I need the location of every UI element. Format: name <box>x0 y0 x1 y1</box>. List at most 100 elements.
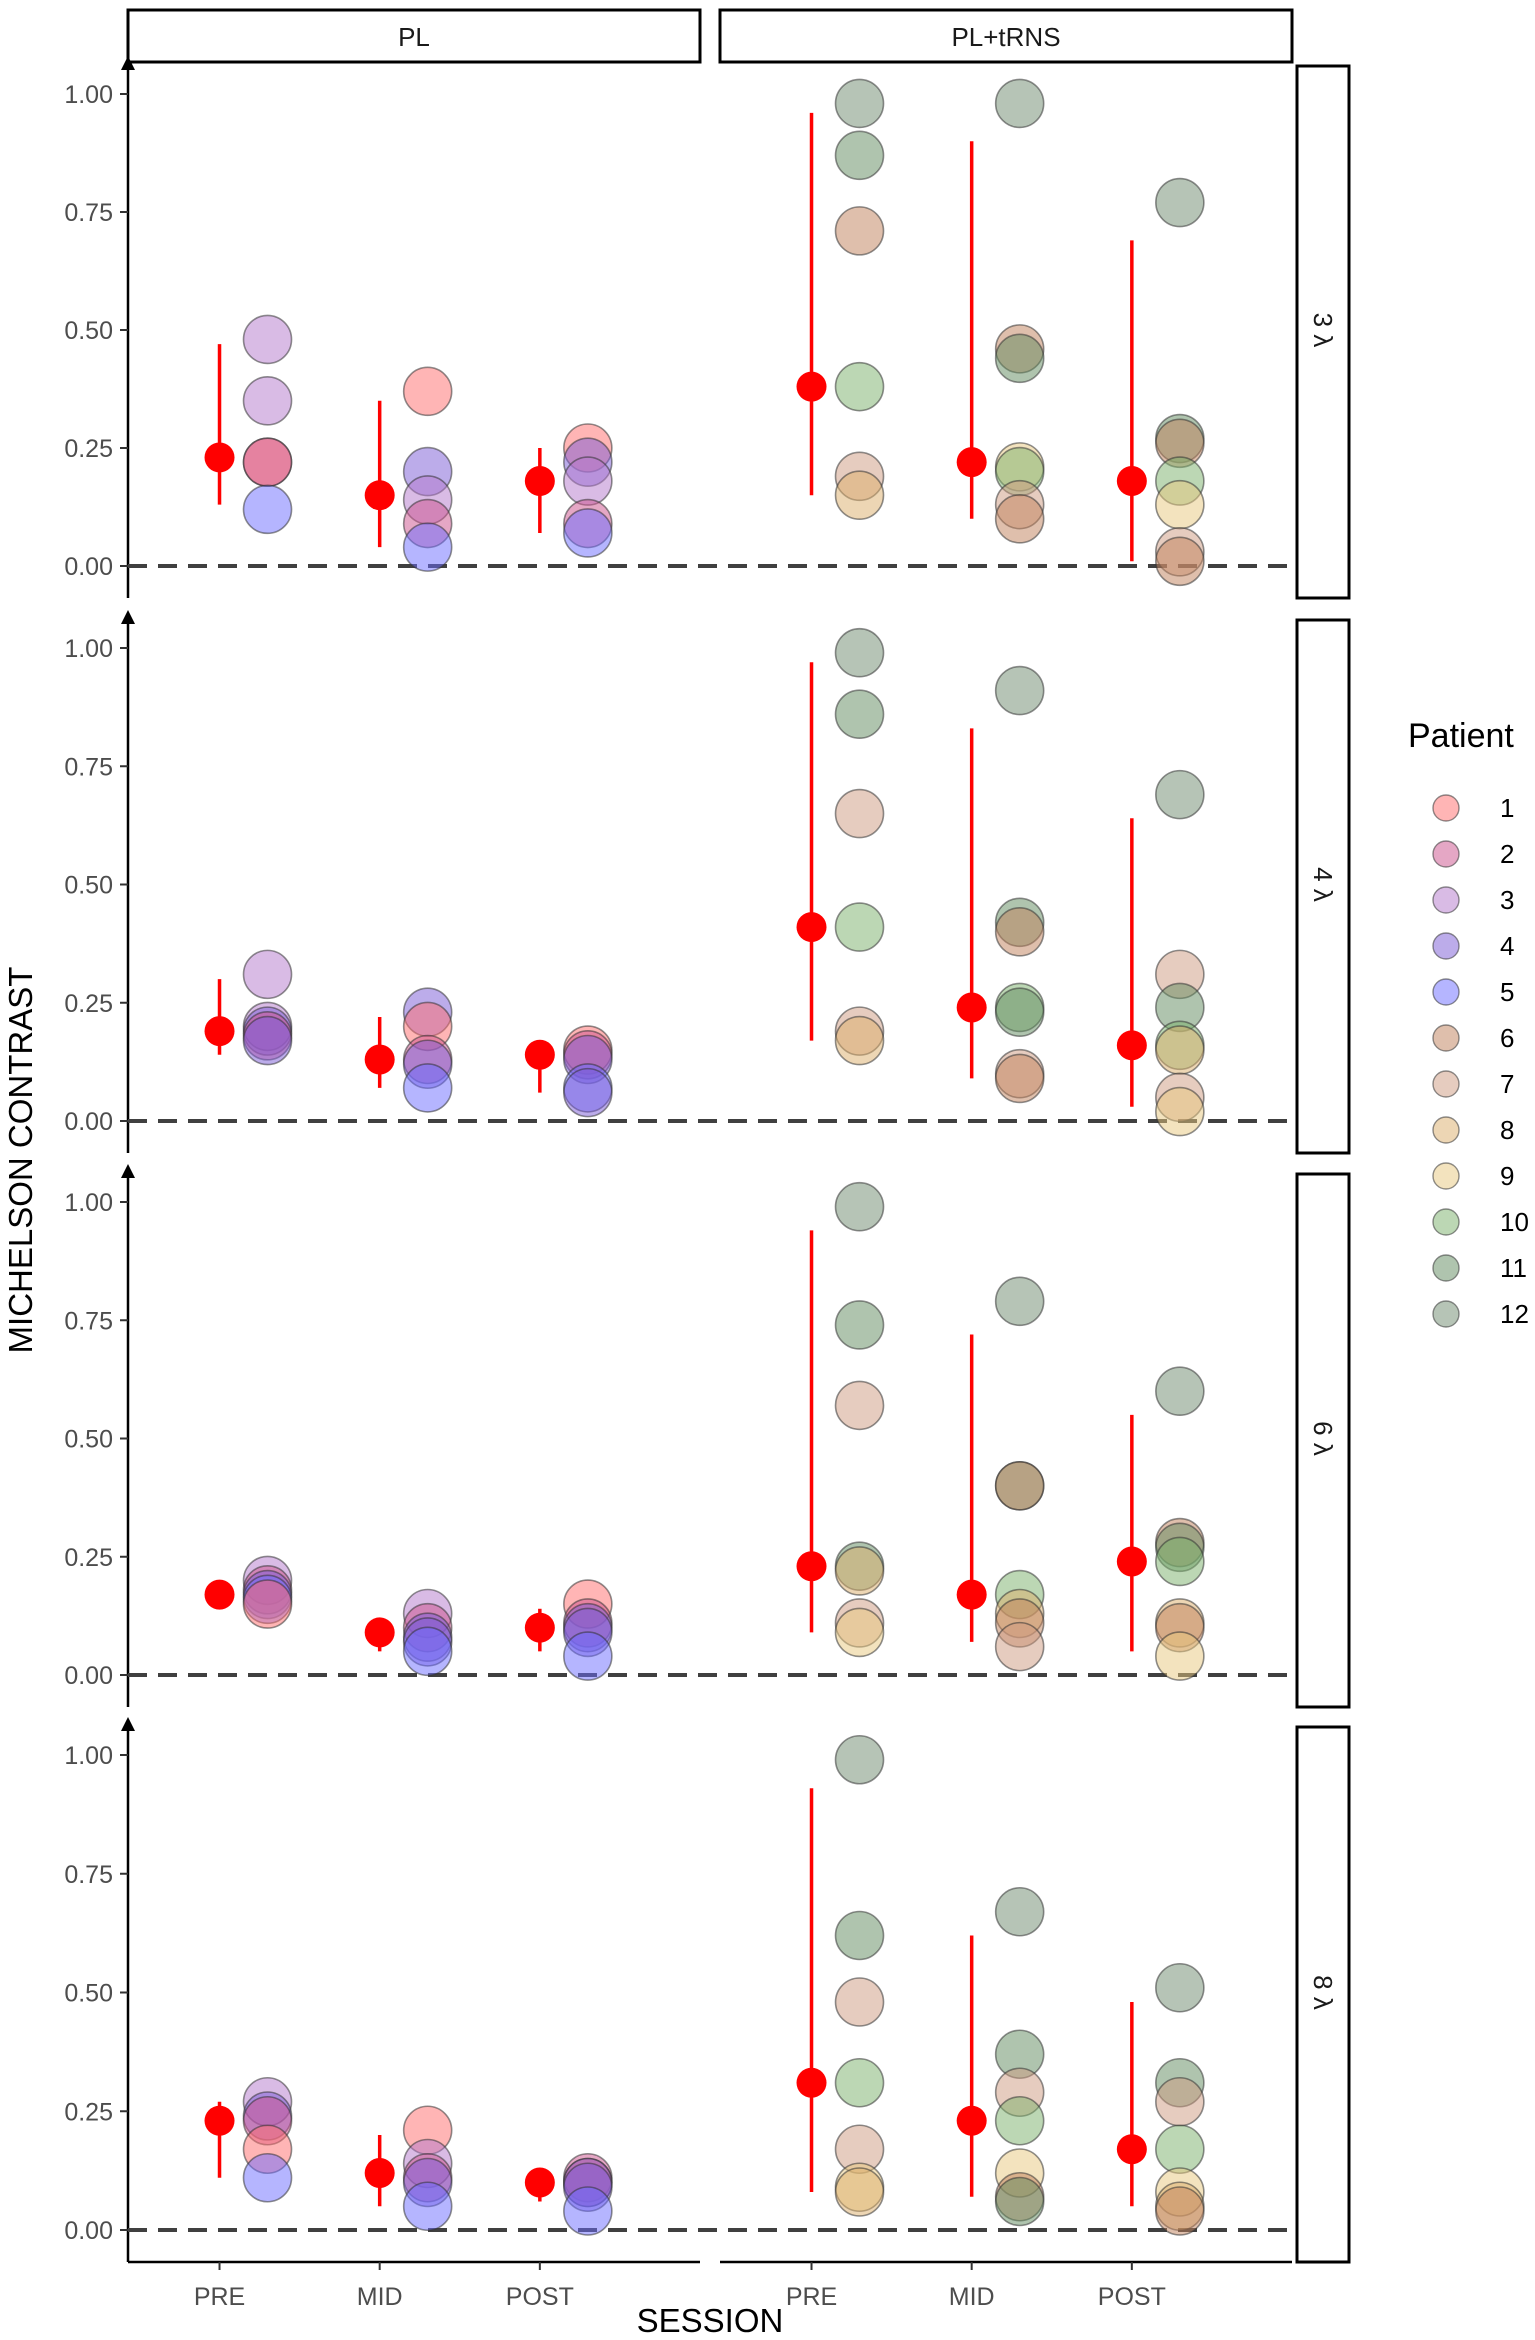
column-strip-label: PL+tRNS <box>951 22 1060 52</box>
legend-swatch <box>1432 840 1460 868</box>
summary-mean-point <box>1116 2134 1147 2165</box>
patient-point <box>1155 1086 1205 1137</box>
patient-point <box>242 375 293 426</box>
patient-point <box>242 949 293 1000</box>
patient-point <box>834 78 885 129</box>
legend-swatch <box>1432 932 1460 960</box>
legend-swatch <box>1432 1208 1460 1236</box>
y-tick-label: 0.00 <box>64 553 113 581</box>
patient-point <box>1155 1962 1205 2013</box>
y-axis-arrow <box>121 1717 135 1731</box>
patient-point <box>563 1067 613 1118</box>
patient-point <box>834 1181 885 1232</box>
legend-title: Patient <box>1408 717 1514 755</box>
y-tick-label: 0.25 <box>64 1544 113 1572</box>
summary-mean-point <box>364 1044 395 1075</box>
patient-point <box>834 130 885 181</box>
patient-point <box>834 1734 885 1785</box>
y-tick-label: 0.00 <box>64 1108 113 1136</box>
legend-swatch <box>1432 1162 1460 1190</box>
y-tick-label: 0.00 <box>64 2217 113 2245</box>
legend-label: 11 <box>1500 1253 1527 1283</box>
summary-mean-point <box>524 2167 555 2198</box>
patient-point <box>1155 1536 1205 1587</box>
y-tick-label: 1.00 <box>64 1189 113 1217</box>
patient-point <box>242 314 293 365</box>
patient-point <box>834 1015 885 1066</box>
patient-point <box>994 987 1045 1038</box>
legend-label: 3 <box>1500 885 1514 915</box>
summary-mean-point <box>796 2067 827 2098</box>
summary-mean-point <box>796 1551 827 1582</box>
patient-point <box>834 361 885 412</box>
patient-point <box>994 1276 1045 1327</box>
legend-label: 7 <box>1500 1069 1514 1099</box>
patient-point <box>1155 2076 1205 2127</box>
patient-point <box>563 2186 613 2236</box>
patient-point <box>242 484 293 535</box>
y-tick-label: 0.75 <box>64 199 113 227</box>
row-strip <box>1295 64 1351 600</box>
patient-point <box>834 1546 885 1596</box>
y-tick-label: 0.50 <box>64 1980 113 2008</box>
legend-swatch <box>1432 1300 1460 1328</box>
patient-point <box>834 2057 885 2108</box>
x-axis-title: SESSION <box>637 2302 784 2339</box>
patient-point <box>402 1063 453 1113</box>
summary-mean-point <box>524 466 555 497</box>
legend-label: 12 <box>1500 1299 1529 1329</box>
y-tick-label: 0.25 <box>64 990 113 1018</box>
summary-mean-point <box>204 442 235 473</box>
legend-swatch <box>1432 1116 1460 1144</box>
row-strip <box>1295 618 1351 1155</box>
patient-point <box>994 1053 1045 1104</box>
y-tick-label: 0.50 <box>64 1426 113 1454</box>
y-tick-label: 1.00 <box>64 1742 113 1770</box>
patient-point <box>834 1380 885 1431</box>
patient-point <box>834 2167 885 2217</box>
patient-point <box>402 366 453 417</box>
patient-point <box>1155 1025 1205 1075</box>
y-tick-label: 1.00 <box>64 635 113 663</box>
patient-point <box>1155 177 1205 228</box>
patient-point <box>402 1626 453 1677</box>
patient-point <box>834 206 885 256</box>
legend-label: 4 <box>1500 931 1514 961</box>
summary-mean-point <box>524 1039 555 1070</box>
patient-point <box>242 2152 293 2203</box>
legend-swatch <box>1432 1070 1460 1098</box>
patient-point <box>1155 2186 1205 2236</box>
y-axis-arrow <box>121 1164 135 1178</box>
summary-mean-point <box>364 480 395 511</box>
patient-point <box>834 788 885 839</box>
column-strip <box>718 8 1294 64</box>
patient-point <box>1155 1631 1205 1681</box>
patient-point <box>834 1607 885 1658</box>
patient-point <box>994 906 1045 957</box>
legend-label: 2 <box>1500 839 1514 869</box>
patient-point <box>242 1015 293 1066</box>
y-tick-label: 0.75 <box>64 753 113 781</box>
patient-point <box>834 902 885 952</box>
patient-point <box>563 456 613 506</box>
x-tick-label: MID <box>357 2283 403 2311</box>
legend-swatch <box>1432 794 1460 822</box>
patient-point <box>994 2095 1045 2146</box>
summary-mean-point <box>204 2105 235 2136</box>
legend-label: 10 <box>1500 1207 1529 1237</box>
patient-point <box>402 522 453 572</box>
patient-point <box>834 470 885 521</box>
y-tick-label: 0.75 <box>64 1861 113 1889</box>
row-strip <box>1295 1725 1351 2264</box>
patient-point <box>994 333 1045 384</box>
summary-mean-point <box>956 1579 987 1610</box>
summary-mean-point <box>796 371 827 402</box>
x-tick-label: PRE <box>786 2283 837 2311</box>
y-tick-label: 0.50 <box>64 317 113 345</box>
summary-mean-point <box>204 1016 235 1047</box>
patient-point <box>834 689 885 740</box>
summary-mean-point <box>364 1617 395 1648</box>
patient-point <box>994 2176 1045 2227</box>
legend-swatch <box>1432 886 1460 914</box>
